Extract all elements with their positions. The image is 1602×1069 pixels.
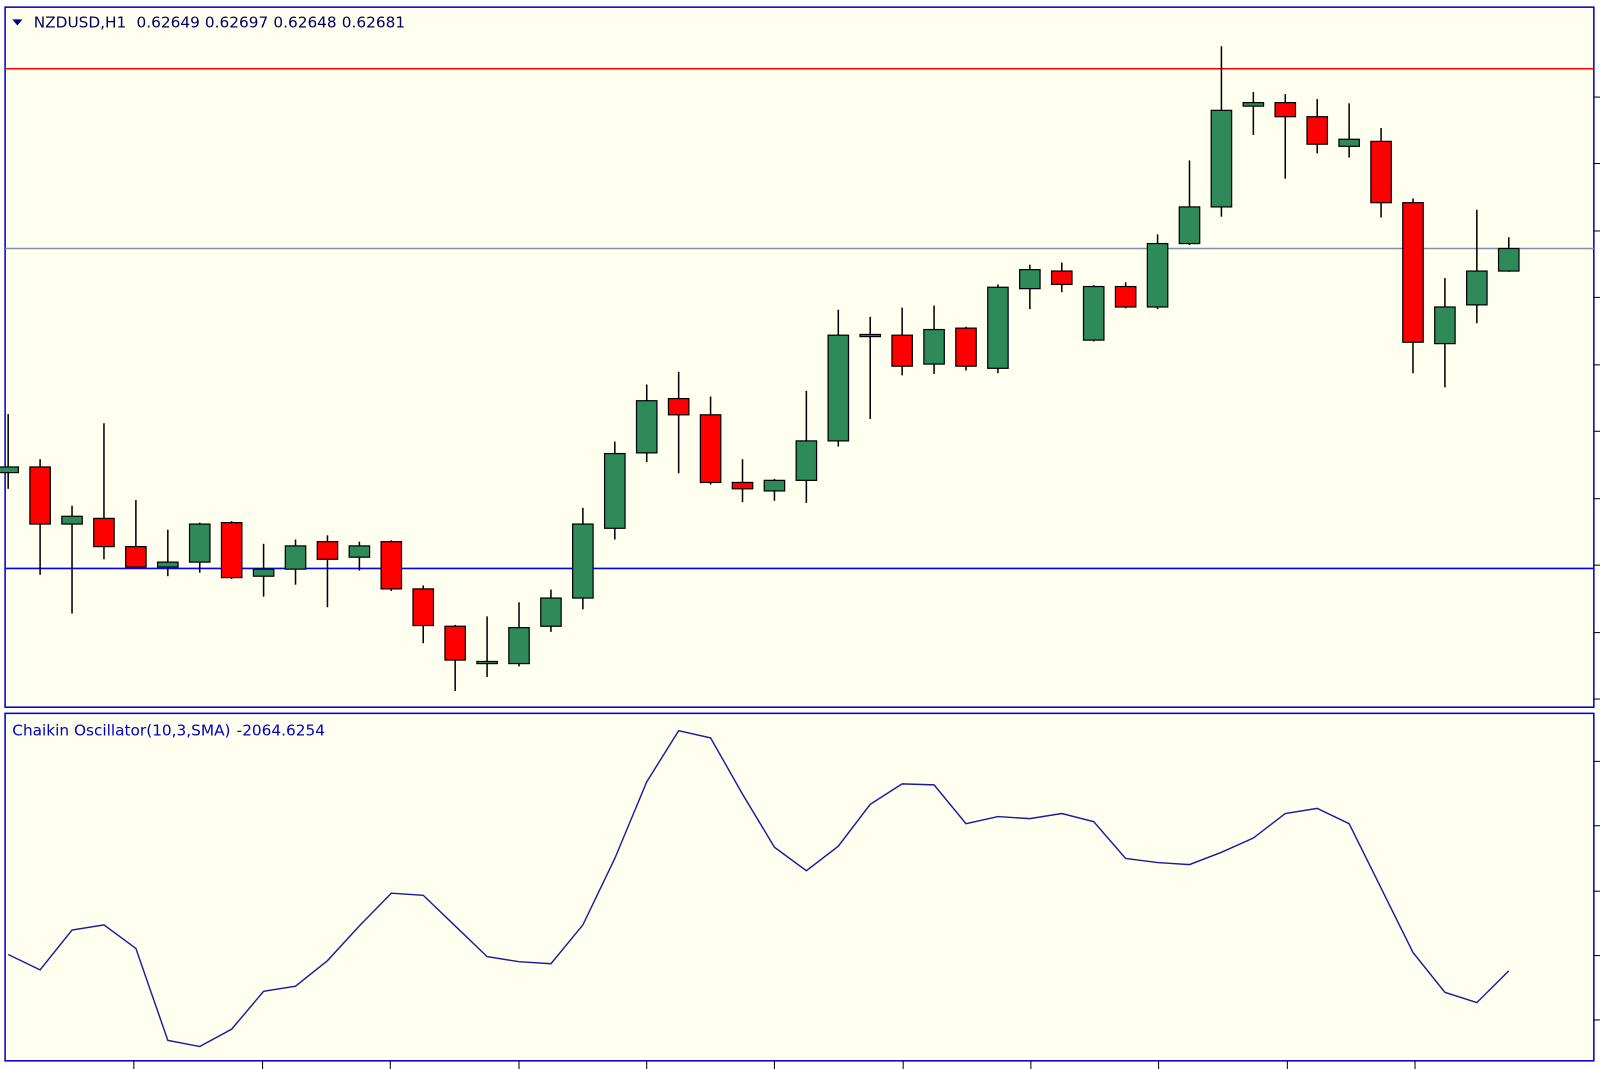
candle-body	[412, 588, 435, 627]
candle-body	[1178, 206, 1201, 245]
candle-body	[827, 334, 850, 442]
candle-body	[923, 328, 945, 365]
indicator-pane	[4, 712, 1595, 1062]
candle-body	[29, 466, 51, 525]
candle-body	[699, 414, 722, 484]
candle-body	[316, 541, 339, 560]
candle-body	[731, 481, 754, 490]
candle-body	[476, 660, 498, 665]
candle-body	[61, 515, 83, 525]
candle-body	[1497, 247, 1520, 272]
candle-body	[252, 568, 275, 577]
price-axis-ticks	[1593, 96, 1600, 1021]
candle-body	[572, 523, 594, 599]
indicator-name: Chaikin Oscillator(10,3,SMA)	[12, 721, 230, 739]
candle-body	[1338, 138, 1360, 147]
candle-body	[1402, 202, 1424, 343]
price-pane	[4, 6, 1595, 708]
candle-body	[1434, 306, 1456, 345]
candle-body	[1242, 101, 1265, 107]
candle-body	[0, 466, 20, 474]
candle-body	[188, 523, 211, 563]
candle-body	[284, 545, 307, 570]
menu-arrow[interactable]	[12, 19, 23, 26]
candle-body	[1146, 242, 1169, 308]
candle-body	[93, 517, 115, 548]
candle-body	[603, 452, 626, 529]
candle-body	[1370, 140, 1392, 204]
candle-body	[125, 545, 147, 568]
high-value: 0.62697	[205, 13, 268, 31]
candle-body	[987, 286, 1009, 369]
indicator-value: -2064.6254	[237, 721, 325, 739]
candle-body	[859, 333, 882, 338]
candle-body	[1466, 270, 1488, 306]
candle-body	[508, 627, 530, 665]
candle-body	[1082, 285, 1105, 341]
candle-body	[540, 597, 562, 627]
candle-body	[955, 327, 977, 367]
candle-body	[1306, 116, 1329, 145]
candle-body	[1019, 269, 1041, 290]
candle-body	[795, 440, 818, 481]
candle-body	[1210, 109, 1233, 208]
candle-body	[444, 625, 466, 661]
candle-body	[380, 541, 403, 590]
candle-body	[156, 561, 179, 568]
price-header: NZDUSD,H1 0.62649 0.62697 0.62648 0.62681	[34, 13, 405, 31]
candle-body	[1114, 285, 1137, 308]
indicator-header: Chaikin Oscillator(10,3,SMA) -2064.6254	[12, 721, 325, 739]
symbol: NZDUSD,H1	[34, 13, 127, 31]
low-value: 0.62648	[273, 13, 336, 31]
candle-body	[891, 334, 913, 367]
candle-body	[667, 397, 690, 416]
candle-body	[635, 400, 658, 454]
candle-body	[1050, 270, 1073, 286]
candle-body	[348, 545, 371, 558]
candle-body	[220, 522, 243, 579]
close-value: 0.62681	[342, 13, 405, 31]
oscillator-line	[7, 729, 1510, 1048]
candle-body	[1274, 101, 1297, 118]
marks	[0, 46, 1594, 1048]
time-axis-ticks	[133, 1060, 1416, 1069]
candle-body	[763, 479, 786, 492]
open-value: 0.62649	[136, 13, 199, 31]
